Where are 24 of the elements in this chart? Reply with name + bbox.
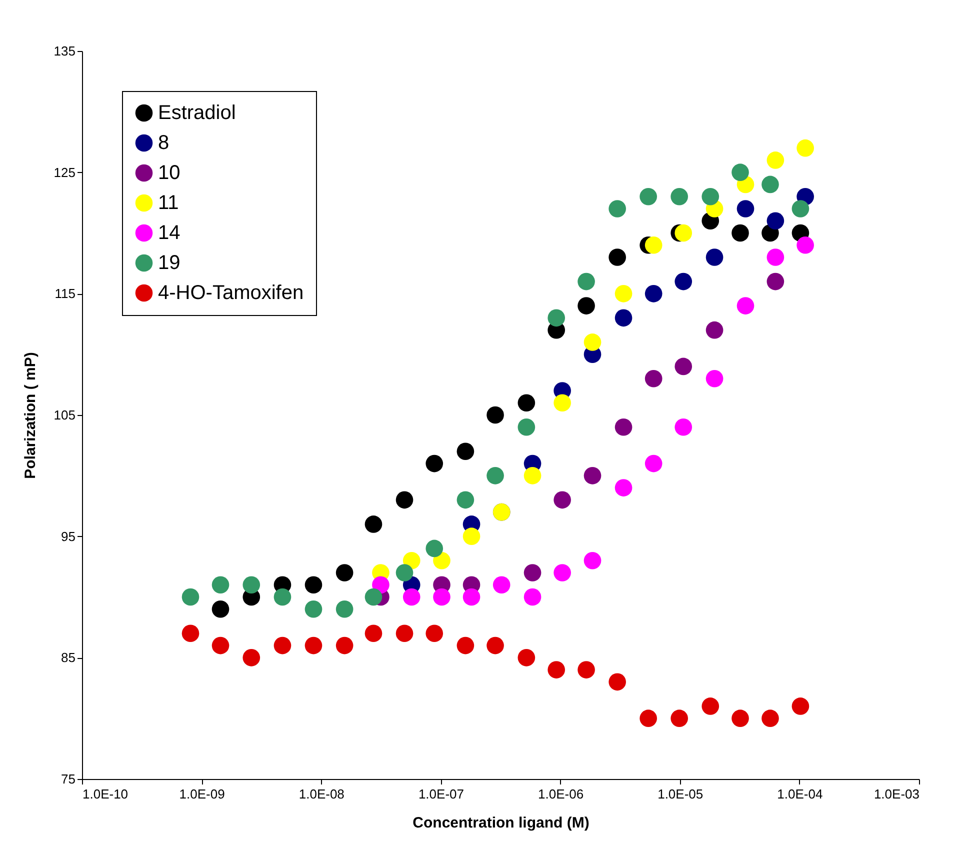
legend-label: 8 (158, 132, 170, 154)
y-tick-label: 135 (54, 44, 76, 58)
legend-label: 19 (158, 252, 180, 274)
y-tick-label: 75 (61, 772, 76, 786)
x-tick-label: 1.0E-10 (82, 786, 128, 802)
x-tick-label: 1.0E-07 (418, 786, 464, 802)
x-tick-label: 1.0E-08 (298, 786, 344, 802)
legend-label: 10 (158, 162, 180, 184)
y-axis-title: Polarization ( mP) (22, 352, 39, 479)
x-tick-label: 1.0E-09 (179, 786, 225, 802)
legend-label: 4-HO-Tamoxifen (158, 282, 304, 304)
x-tick-label: 1.0E-04 (777, 786, 823, 802)
y-tick-label: 115 (54, 286, 76, 302)
x-tick-label: 1.0E-05 (658, 786, 704, 802)
x-tick-label: 1.0E-06 (538, 786, 584, 802)
x-axis-title: Concentration ligand (M) (412, 814, 590, 832)
y-tick-label: 95 (61, 528, 76, 544)
legend-label: Estradiol (158, 102, 236, 124)
y-tick-label: 125 (54, 164, 76, 180)
y-tick-label: 85 (61, 650, 76, 666)
y-tick-label: 105 (54, 408, 76, 422)
x-tick-label: 1.0E-03 (874, 786, 920, 802)
legend-label: 11 (158, 192, 179, 214)
legend-label: 14 (158, 222, 180, 244)
